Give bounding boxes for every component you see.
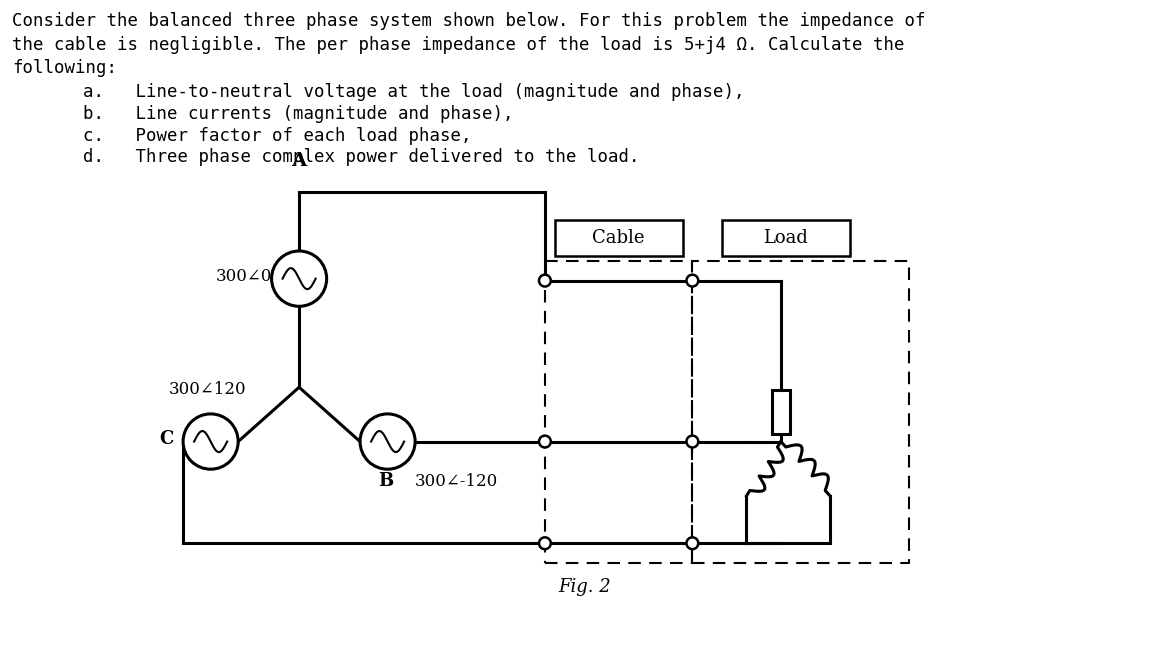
Circle shape [183, 414, 238, 469]
Text: a.   Line-to-neutral voltage at the load (magnitude and phase),: a. Line-to-neutral voltage at the load (… [83, 83, 744, 101]
Circle shape [687, 436, 699, 447]
Circle shape [687, 538, 699, 549]
Bar [722, 220, 850, 256]
Text: Consider the balanced three phase system shown below. For this problem the imped: Consider the balanced three phase system… [12, 12, 926, 30]
Text: the cable is negligible. The per phase impedance of the load is 5+j4 Ω. Calculat: the cable is negligible. The per phase i… [12, 36, 905, 54]
Text: C: C [159, 430, 173, 447]
Text: A: A [292, 152, 307, 170]
Text: d.   Three phase complex power delivered to the load.: d. Three phase complex power delivered t… [83, 148, 639, 166]
Circle shape [539, 538, 551, 549]
Text: b.   Line currents (magnitude and phase),: b. Line currents (magnitude and phase), [83, 105, 513, 123]
Circle shape [539, 274, 551, 286]
Text: following:: following: [12, 59, 117, 78]
Circle shape [687, 274, 699, 286]
Text: B: B [379, 472, 394, 490]
Text: c.   Power factor of each load phase,: c. Power factor of each load phase, [83, 126, 471, 145]
Text: Fig. 2: Fig. 2 [558, 578, 611, 595]
Circle shape [539, 436, 551, 447]
Text: 300∠0: 300∠0 [216, 268, 272, 285]
Bar [554, 220, 682, 256]
Bar [772, 390, 790, 434]
Text: Load: Load [763, 229, 809, 247]
Text: 300∠120: 300∠120 [169, 381, 246, 397]
Text: Cable: Cable [592, 229, 645, 247]
Circle shape [360, 414, 415, 469]
Circle shape [272, 251, 327, 306]
Text: 300∠-120: 300∠-120 [415, 472, 498, 490]
